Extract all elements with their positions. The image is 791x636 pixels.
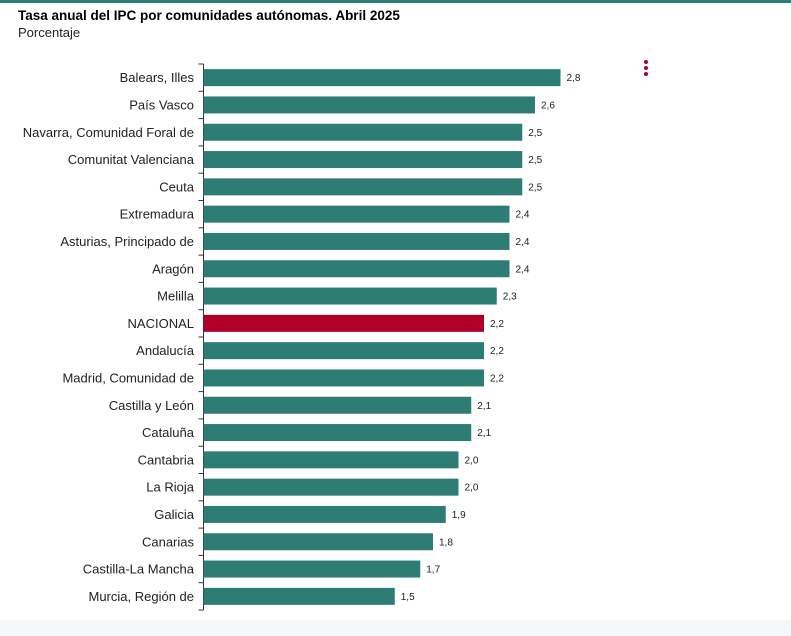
value-label: 1,7 [426,565,440,576]
bar[interactable] [203,533,434,551]
bar[interactable] [203,151,523,169]
bar[interactable] [203,505,446,523]
category-label: Ceuta [159,179,194,194]
bar[interactable] [203,260,510,278]
bar[interactable] [203,342,485,360]
vertical-dots-icon[interactable] [642,60,650,76]
value-label: 2,4 [516,264,530,275]
bar[interactable] [203,478,459,496]
category-label: Comunitat Valenciana [68,152,195,167]
category-label: NACIONAL [128,316,194,331]
bar[interactable] [203,396,472,414]
chart-title: Tasa anual del IPC por comunidades autón… [18,8,400,23]
category-label: Asturias, Principado de [60,234,194,249]
value-label: 1,5 [401,592,415,603]
category-label: Cantabria [138,452,195,467]
value-label: 2,2 [490,346,504,357]
bar[interactable] [203,287,497,305]
value-label: 2,5 [528,155,542,166]
value-label: 2,0 [465,455,479,466]
value-label: 1,8 [439,537,453,548]
category-label: Canarias [142,534,195,549]
category-label: Andalucía [136,343,195,358]
bar[interactable] [203,123,523,141]
category-label: Castilla y León [109,398,194,413]
bar[interactable] [203,96,536,114]
value-label: 2,5 [528,128,542,139]
value-label: 1,9 [452,510,466,521]
top-accent-rule [0,0,791,3]
category-label: Melilla [157,289,195,304]
value-label: 2,2 [490,373,504,384]
bar[interactable] [203,424,472,442]
value-label: 2,5 [528,182,542,193]
bar[interactable] [203,560,421,578]
bar[interactable] [203,178,523,196]
category-label: La Rioja [146,480,194,495]
category-label: Madrid, Comunidad de [62,370,194,385]
bar[interactable] [203,205,510,223]
value-label: 2,1 [477,401,491,412]
category-label: Castilla-La Mancha [83,562,195,577]
value-label: 2,8 [567,73,581,84]
bar[interactable] [203,587,395,605]
bar[interactable] [203,314,485,332]
bar[interactable] [203,369,485,387]
category-label: Navarra, Comunidad Foral de [23,125,194,140]
category-label: Aragón [152,261,194,276]
value-label: 2,3 [503,292,517,303]
chart-subtitle: Porcentaje [18,25,81,40]
value-label: 2,4 [516,210,530,221]
category-label: Cataluña [142,425,195,440]
bar[interactable] [203,232,510,250]
value-label: 2,6 [541,100,555,111]
category-label: Murcia, Región de [89,589,195,604]
category-label: Balears, Illes [120,70,195,85]
category-label: País Vasco [129,97,194,112]
footer-band [0,620,791,636]
value-label: 2,4 [516,237,530,248]
category-label: Galicia [154,507,195,522]
bar[interactable] [203,451,459,469]
value-label: 2,2 [490,319,504,330]
bar[interactable] [203,69,561,87]
category-label: Extremadura [120,207,195,222]
value-label: 2,0 [465,483,479,494]
value-label: 2,1 [477,428,491,439]
bar-chart: Balears, Illes 2,8 País Vasco 2,6 Navarra, C… [23,63,581,611]
